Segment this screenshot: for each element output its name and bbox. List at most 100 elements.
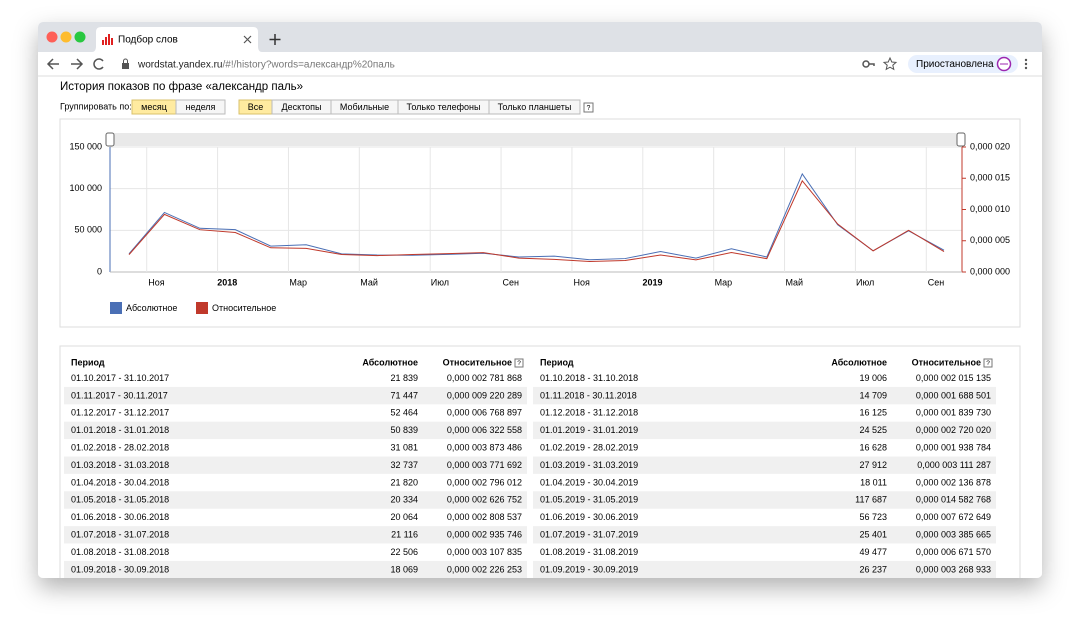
row-stripe	[64, 456, 527, 474]
table-cell: 0,000 002 720 020	[916, 425, 991, 435]
column-header: Абсолютное	[362, 357, 418, 367]
row-stripe	[64, 421, 527, 440]
table-cell: 19 006	[859, 373, 887, 383]
table-cell: 0,000 003 107 835	[447, 547, 522, 557]
filter-button-label: Десктопы	[281, 102, 321, 112]
history-table: Период Абсолютное Относительное ? 01.10.2017…	[64, 357, 996, 578]
table-cell: 18 069	[390, 564, 418, 574]
legend-swatch[interactable]	[110, 302, 122, 314]
chart-panel	[59, 118, 1021, 328]
reload-button[interactable]	[93, 58, 104, 70]
table-cell: 117 687	[855, 495, 887, 505]
table-cell: 0,000 014 582 768	[916, 495, 991, 505]
bookmark-star[interactable]	[882, 56, 898, 71]
key-icon[interactable]	[862, 60, 875, 68]
table-cell: 32 737	[390, 460, 418, 470]
table-cell: 71 447	[390, 390, 418, 400]
table-cell: 0,000 001 938 784	[916, 442, 991, 452]
tab-close[interactable]	[243, 35, 252, 44]
table-cell: 14 709	[859, 390, 887, 400]
legend-label[interactable]: Абсолютное	[126, 303, 177, 313]
y2-tick-label: 0,000 005	[970, 235, 1010, 245]
x-tick-label: Мар	[289, 277, 307, 287]
back-button[interactable]	[46, 58, 59, 70]
table-cell: 01.07.2019 - 31.07.2019	[540, 529, 638, 539]
table-cell: 01.11.2017 - 30.11.2017	[71, 390, 168, 400]
y2-tick-label: 0,000 015	[970, 173, 1010, 183]
omnibox[interactable]	[114, 54, 906, 74]
active-tab[interactable]	[92, 27, 262, 52]
y2-tick-label: 0,000 000	[970, 266, 1010, 276]
series-line	[128, 172, 945, 261]
table-cell: 01.08.2018 - 31.08.2018	[71, 547, 169, 557]
help-icon[interactable]	[583, 102, 594, 113]
range-handles[interactable]	[105, 132, 966, 147]
y2-tick-label: 0,000 010	[970, 204, 1010, 214]
row-stripe	[64, 526, 527, 544]
x-tick-label: Май	[360, 277, 378, 287]
x-tick-label: Ноя	[573, 277, 590, 287]
minimize-window[interactable]	[60, 31, 72, 43]
menu-button[interactable]	[1024, 58, 1028, 70]
table-cell: 16 125	[859, 408, 887, 418]
filter-buttons: месяц неделя Все Десктопы Мобильные Только те…	[131, 99, 594, 115]
filter-button-label: месяц	[141, 102, 167, 112]
table-cell: 0,000 003 111 287	[917, 460, 991, 470]
table-cell: 0,000 001 688 501	[916, 390, 991, 400]
row-stripe	[64, 386, 527, 405]
x-tick-label: Сен	[503, 277, 520, 287]
table-cell: 01.04.2019 - 30.04.2019	[540, 477, 638, 487]
filter-button[interactable]	[488, 99, 581, 115]
table-cell: 0,000 003 385 665	[916, 529, 991, 539]
profile-button[interactable]	[908, 55, 1018, 73]
table-cell: 31 081	[390, 442, 418, 452]
help-icon[interactable]	[514, 358, 524, 368]
table-cell: 01.07.2018 - 31.07.2018	[71, 529, 169, 539]
x-tick-label: Июл	[431, 277, 449, 287]
group-by-label: Группировать по:	[60, 101, 132, 111]
table-cell: 0,000 003 873 486	[447, 442, 522, 452]
table-cell: 20 064	[390, 512, 418, 522]
url-host: wordstat.yandex.ru	[137, 59, 223, 70]
help-label: ?	[517, 360, 521, 367]
table-cell: 0,000 002 781 868	[447, 373, 522, 383]
filter-button-label: Только телефоны	[407, 102, 481, 112]
x-tick-label: 2018	[217, 277, 237, 287]
maximize-window[interactable]	[74, 31, 86, 43]
table-cell: 21 116	[391, 529, 418, 539]
table-cell: 01.05.2019 - 31.05.2019	[540, 495, 638, 505]
profile-label: Приостановлена	[916, 59, 994, 70]
x-tick-label: Июл	[856, 277, 874, 287]
table-cell: 24 525	[859, 425, 887, 435]
legend-label[interactable]: Относительное	[212, 303, 276, 313]
new-tab[interactable]	[269, 34, 281, 45]
y2-tick-label: 0,000 020	[970, 141, 1010, 151]
table-cell: 0,000 002 136 878	[916, 477, 991, 487]
lock-icon	[122, 58, 129, 69]
row-stripe	[533, 491, 996, 509]
close-window[interactable]	[46, 31, 58, 43]
table-cell: 25 401	[859, 529, 887, 539]
legend-swatch[interactable]	[196, 302, 208, 314]
table-cell: 0,000 002 626 752	[447, 495, 522, 505]
column-header: Период	[540, 357, 574, 367]
table-cell: 52 464	[390, 408, 418, 418]
forward-button[interactable]	[71, 58, 84, 70]
table-cell: 01.05.2018 - 31.05.2018	[71, 495, 169, 505]
table-cell: 26 237	[859, 564, 887, 574]
filter-button[interactable]	[175, 99, 226, 115]
table-cell: 0,000 007 672 649	[916, 512, 991, 522]
tab-title: Подбор слов	[118, 34, 178, 46]
filter-button-label: Все	[248, 102, 264, 112]
x-tick-label: 2019	[643, 277, 663, 287]
table-cell: 50 839	[390, 425, 418, 435]
row-stripe	[64, 560, 527, 578]
x-tick-label: Сен	[928, 277, 945, 287]
help-icon[interactable]	[983, 358, 993, 368]
table-cell: 0,000 003 268 933	[916, 564, 991, 574]
page-title: История показов по фразе «александр паль…	[60, 81, 303, 93]
table-cell: 01.12.2018 - 31.12.2018	[540, 408, 638, 418]
filter-button-label: Только планшеты	[498, 102, 572, 112]
series-line	[128, 179, 945, 262]
